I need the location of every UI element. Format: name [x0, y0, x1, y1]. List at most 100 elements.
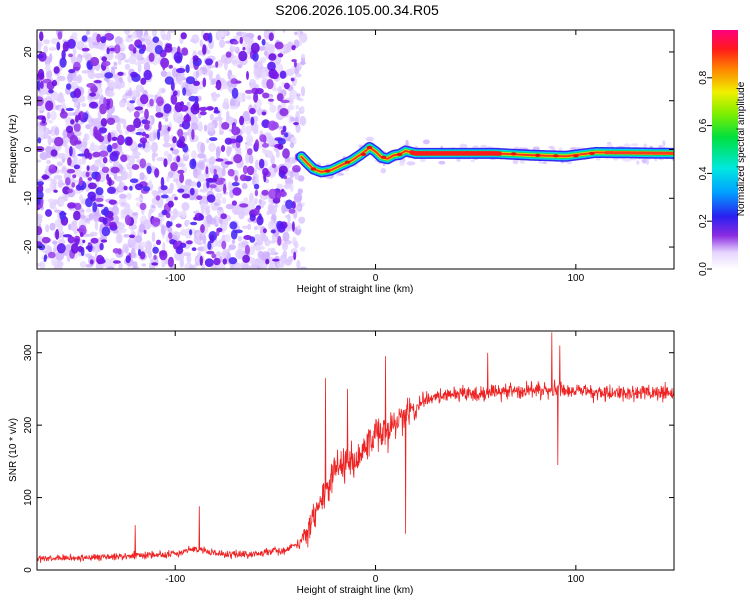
noise-blob: [299, 246, 306, 252]
noise-blob: [205, 58, 213, 66]
noise-blob: [135, 84, 144, 93]
noise-blob: [207, 122, 215, 133]
noise-blob: [177, 169, 185, 174]
noise-blob: [278, 165, 288, 175]
noise-blob: [51, 257, 58, 267]
noise-blob: [228, 138, 238, 144]
noise-blob: [37, 213, 43, 220]
noise-blob: [172, 208, 178, 219]
noise-blob: [95, 197, 104, 202]
noise-blob: [206, 106, 214, 111]
noise-blob: [71, 243, 79, 254]
noise-blob: [135, 131, 143, 136]
noise-blob: [102, 217, 108, 225]
noise-blob: [50, 110, 57, 121]
noise-blob: [92, 151, 101, 158]
noise-blob: [291, 46, 296, 51]
noise-blob: [72, 66, 80, 71]
noise-blob: [49, 182, 55, 189]
noise-blob: [169, 221, 173, 227]
noise-blob: [128, 55, 136, 65]
noise-blob: [256, 107, 263, 116]
noise-blob: [72, 174, 77, 179]
noise-blob: [120, 154, 128, 163]
noise-blob: [48, 120, 53, 124]
noise-blob: [254, 197, 258, 205]
noise-blob: [134, 183, 144, 191]
noise-blob: [249, 107, 256, 115]
noise-blob: [153, 255, 157, 260]
noise-blob: [258, 213, 262, 221]
noise-blob: [69, 146, 73, 157]
noise-blob: [64, 146, 70, 155]
noise-blob: [144, 123, 150, 130]
noise-blob: [171, 142, 176, 149]
noise-blob: [211, 91, 218, 102]
noise-blob: [87, 191, 96, 200]
noise-blob: [118, 262, 123, 269]
noise-blob: [68, 223, 72, 231]
noise-blob: [277, 53, 284, 58]
noise-blob: [214, 202, 219, 206]
noise-blob: [151, 262, 159, 266]
noise-blob: [225, 203, 234, 210]
noise-blob: [189, 158, 197, 170]
noise-blob: [46, 159, 52, 165]
noise-blob: [230, 98, 235, 108]
noise-blob: [249, 245, 256, 256]
noise-blob: [209, 113, 214, 121]
x-tick-label: 0: [373, 273, 379, 284]
noise-blob: [231, 200, 237, 206]
noise-blob: [202, 44, 207, 55]
noise-blob: [255, 88, 264, 95]
noise-blob: [209, 137, 218, 142]
noise-blob: [155, 112, 164, 118]
noise-blob: [198, 214, 204, 221]
noise-blob: [215, 192, 223, 200]
noise-blob: [164, 117, 169, 122]
noise-blob: [230, 229, 238, 240]
noise-blob: [297, 224, 301, 231]
noise-blob: [262, 92, 270, 99]
noise-blob: [270, 219, 274, 225]
noise-blob: [149, 98, 154, 107]
noise-blob: [49, 222, 56, 231]
noise-blob: [179, 173, 185, 184]
noise-blob: [206, 194, 216, 203]
noise-blob: [119, 99, 126, 108]
y-tick-label: 20: [23, 46, 34, 58]
noise-blob: [228, 244, 236, 251]
noise-blob: [282, 30, 286, 33]
noise-blob: [182, 87, 187, 96]
noise-blob: [253, 183, 260, 190]
noise-blob: [104, 72, 114, 79]
noise-blob: [172, 90, 178, 96]
noise-blob: [247, 148, 253, 156]
noise-blob: [229, 221, 238, 230]
noise-blob: [76, 40, 83, 48]
noise-blob: [283, 184, 292, 190]
noise-blob: [88, 213, 94, 221]
noise-blob: [197, 153, 206, 159]
noise-blob: [208, 32, 213, 44]
noise-blob: [197, 50, 204, 56]
noise-blob: [128, 167, 133, 179]
noise-blob: [128, 44, 135, 51]
noise-blob: [72, 81, 79, 87]
noise-blob: [133, 111, 140, 118]
noise-blob: [267, 61, 276, 71]
noise-blob: [199, 188, 208, 193]
noise-blob: [137, 143, 143, 148]
noise-blob: [75, 108, 81, 114]
noise-blob: [226, 148, 232, 156]
noise-blob: [141, 131, 146, 137]
noise-blob: [168, 64, 173, 69]
noise-blob: [42, 133, 50, 139]
noise-blob: [204, 223, 209, 234]
noise-blob: [193, 210, 198, 214]
noise-blob: [335, 174, 339, 177]
noise-blob: [241, 263, 251, 269]
noise-blob: [90, 237, 99, 244]
noise-blob: [238, 50, 248, 62]
